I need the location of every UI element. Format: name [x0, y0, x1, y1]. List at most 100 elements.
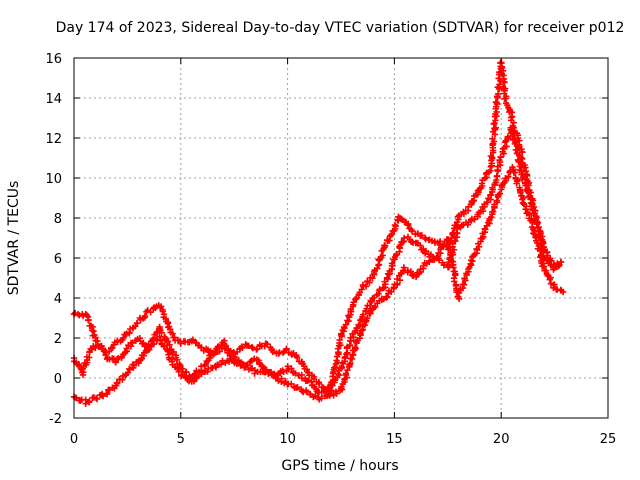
data-point: [550, 266, 557, 273]
data-point: [503, 143, 510, 150]
data-point: [496, 190, 504, 197]
data-point: [129, 361, 136, 368]
data-point: [350, 333, 357, 341]
data-point: [496, 81, 503, 88]
data-point: [212, 348, 219, 355]
data-point: [269, 348, 277, 356]
data-point: [391, 221, 399, 229]
data-point: [516, 152, 523, 159]
data-point: [557, 258, 565, 266]
data-point: [482, 226, 489, 233]
data-point: [248, 343, 256, 351]
data-point: [504, 133, 512, 140]
data-point: [426, 257, 433, 265]
data-point: [487, 152, 495, 160]
data-point: [284, 363, 291, 370]
x-tick-label: 25: [600, 432, 617, 447]
data-point: [399, 238, 406, 246]
data-point: [519, 199, 527, 207]
data-point: [280, 368, 287, 375]
data-point: [400, 234, 408, 242]
data-point: [333, 390, 340, 397]
y-tick-label: 6: [54, 252, 62, 267]
data-point: [315, 379, 323, 386]
data-point: [344, 366, 351, 374]
data-point: [303, 388, 310, 396]
data-point: [249, 344, 256, 352]
series-track-a: [70, 59, 565, 399]
data-point: [551, 281, 558, 288]
data-point: [559, 288, 567, 296]
data-point: [497, 153, 504, 161]
y-axis-ticks: -2 0 2 4 6 8 10 12 14 16: [45, 52, 608, 427]
x-tick-label: 0: [70, 432, 78, 447]
y-tick-label: 14: [45, 92, 62, 107]
data-point: [98, 342, 105, 350]
data-point: [381, 242, 389, 250]
data-point: [489, 208, 497, 215]
data-point: [122, 331, 129, 338]
data-point: [379, 252, 386, 259]
data-point: [417, 242, 424, 249]
data-point: [542, 267, 550, 274]
data-point: [384, 293, 391, 301]
data-point: [351, 344, 359, 351]
data-point: [161, 337, 169, 344]
data-point: [82, 396, 89, 403]
x-tick-label: 15: [386, 432, 403, 447]
data-point: [88, 346, 95, 353]
data-point: [264, 341, 271, 348]
data-points: [70, 59, 567, 407]
data-point: [184, 376, 191, 384]
data-point: [461, 275, 468, 282]
data-point: [444, 241, 451, 248]
data-point: [294, 384, 301, 391]
series-track-c: [70, 163, 567, 407]
data-point: [489, 135, 496, 143]
data-point: [548, 257, 555, 265]
data-point: [177, 340, 184, 347]
chart-title: Day 174 of 2023, Sidereal Day-to-day VTE…: [56, 20, 625, 36]
data-point: [334, 345, 342, 352]
data-point: [318, 395, 325, 402]
data-point: [298, 374, 306, 382]
data-point: [342, 321, 350, 328]
y-tick-label: 10: [45, 172, 62, 187]
data-point: [409, 238, 416, 245]
data-point: [238, 343, 245, 350]
data-point: [388, 231, 395, 238]
data-point: [169, 330, 176, 337]
y-tick-label: 12: [45, 132, 62, 147]
data-point: [362, 283, 370, 290]
data-point: [492, 124, 499, 131]
data-point: [454, 213, 462, 220]
data-point: [239, 344, 246, 352]
data-point: [418, 232, 425, 239]
data-point: [217, 361, 225, 368]
data-point: [499, 145, 507, 153]
data-point: [407, 268, 415, 275]
x-tick-label: 5: [177, 432, 185, 447]
data-point: [92, 344, 99, 352]
data-point: [126, 366, 133, 373]
data-point: [140, 339, 147, 347]
x-tick-label: 20: [493, 432, 510, 447]
data-point: [157, 336, 164, 343]
data-point: [383, 274, 391, 281]
data-point: [92, 394, 100, 402]
data-point: [534, 219, 542, 227]
data-point: [293, 354, 301, 361]
y-tick-label: -2: [49, 412, 62, 427]
data-point: [145, 346, 153, 353]
data-point: [158, 329, 165, 336]
y-tick-label: 0: [54, 372, 62, 387]
data-point: [103, 390, 110, 397]
x-tick-label: 10: [279, 432, 296, 447]
data-point: [86, 398, 93, 405]
data-point: [421, 250, 429, 257]
data-point: [353, 295, 360, 302]
data-point: [130, 362, 138, 369]
data-point: [488, 154, 496, 161]
data-point: [93, 395, 101, 403]
